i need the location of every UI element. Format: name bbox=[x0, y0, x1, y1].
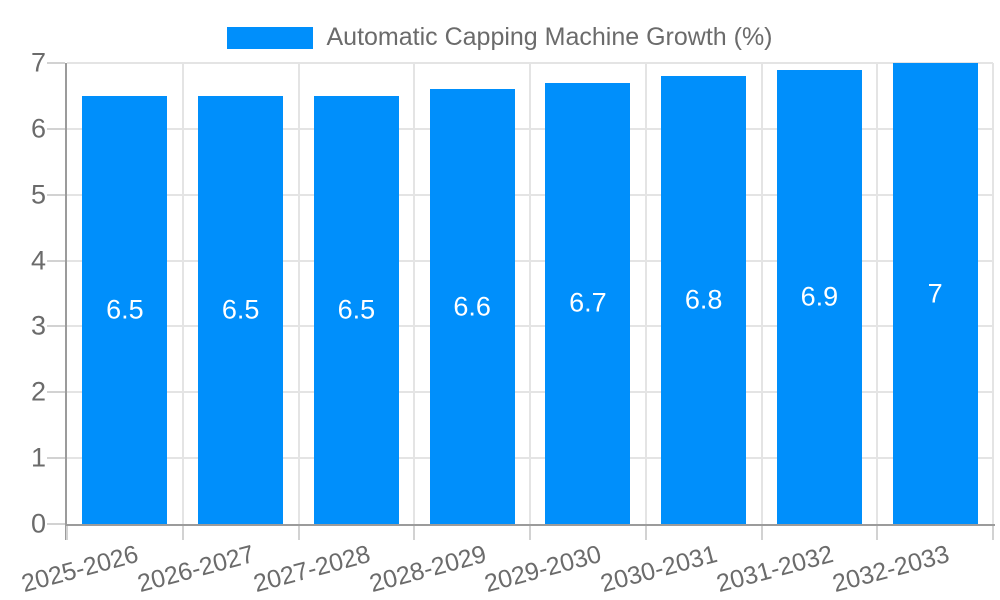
bar-value-label: 6.5 bbox=[106, 294, 144, 325]
gridline-vertical bbox=[876, 63, 879, 524]
bar[interactable]: 6.8 bbox=[661, 76, 747, 524]
x-axis-tick bbox=[760, 526, 763, 540]
y-axis-tick-label: 4 bbox=[30, 245, 46, 276]
y-axis-tick bbox=[47, 259, 65, 262]
gridline-vertical bbox=[992, 63, 994, 524]
plot-area: 0 1 2 3 4 5 6 7 6.5 2025-2026 6.5 2026-2027 6.5 2027-… bbox=[19, 49, 995, 598]
y-axis-tick-label: 6 bbox=[30, 113, 46, 144]
x-axis-label: 2030-2031 bbox=[597, 540, 721, 599]
y-axis-tick-label: 5 bbox=[30, 179, 46, 210]
x-axis-tick bbox=[529, 526, 531, 540]
y-axis-tick bbox=[47, 325, 65, 328]
x-axis-label: 2028-2029 bbox=[366, 540, 489, 599]
gridline-vertical bbox=[297, 63, 300, 524]
x-axis-tick bbox=[297, 526, 300, 540]
gridline-vertical bbox=[181, 63, 184, 524]
y-axis-tick-label: 2 bbox=[30, 376, 46, 407]
x-axis-tick bbox=[992, 526, 994, 540]
bar[interactable]: 6.6 bbox=[429, 89, 515, 524]
y-axis-tick bbox=[47, 457, 65, 460]
chart-title: Automatic Capping Machine Growth (%) bbox=[326, 23, 773, 51]
x-axis-tick bbox=[66, 526, 68, 540]
bar[interactable]: 6.9 bbox=[776, 69, 862, 524]
y-axis-tick bbox=[47, 62, 65, 64]
y-axis-tick-label: 1 bbox=[30, 442, 46, 473]
x-axis-label: 2027-2028 bbox=[250, 540, 374, 599]
bar[interactable]: 6.7 bbox=[545, 82, 631, 524]
bar-value-label: 6.9 bbox=[800, 281, 839, 312]
bar-value-label: 6.7 bbox=[569, 287, 607, 318]
y-axis-tick-label: 7 bbox=[30, 47, 46, 78]
y-axis-tick bbox=[47, 193, 65, 196]
gridline-vertical bbox=[644, 63, 647, 524]
bar-value-label: 6.5 bbox=[337, 294, 376, 325]
x-axis-label: 2031-2032 bbox=[713, 540, 837, 599]
bar-value-label: 6.5 bbox=[221, 294, 260, 325]
y-axis-tick bbox=[47, 391, 65, 394]
x-axis-label: 2025-2026 bbox=[18, 540, 142, 599]
y-axis-tick bbox=[47, 127, 65, 130]
x-axis-line bbox=[65, 524, 995, 526]
bar[interactable]: 7 bbox=[892, 63, 978, 524]
legend-swatch-icon bbox=[227, 26, 314, 49]
x-axis-label: 2032-2033 bbox=[829, 540, 952, 599]
bar[interactable]: 6.5 bbox=[198, 95, 284, 524]
gridline-vertical bbox=[760, 63, 763, 524]
bar-value-label: 6.6 bbox=[453, 291, 491, 322]
y-axis-tick bbox=[47, 523, 65, 525]
bar-value-label: 6.8 bbox=[684, 284, 723, 315]
x-axis-tick bbox=[876, 526, 879, 540]
bar-value-label: 7 bbox=[927, 278, 943, 308]
x-axis-label: 2026-2027 bbox=[134, 540, 258, 599]
bar[interactable]: 6.5 bbox=[82, 95, 168, 524]
x-axis-tick bbox=[413, 526, 416, 540]
legend-item[interactable]: Automatic Capping Machine Growth (%) bbox=[227, 23, 773, 52]
x-axis-tick bbox=[644, 526, 647, 540]
x-axis-label: 2029-2030 bbox=[481, 540, 605, 599]
gridline-vertical bbox=[529, 63, 531, 524]
chart-legend: Automatic Capping Machine Growth (%) bbox=[0, 23, 1000, 52]
gridline-vertical bbox=[413, 63, 416, 524]
y-axis-line bbox=[65, 63, 67, 540]
y-axis-tick-label: 3 bbox=[30, 310, 46, 341]
x-axis-tick bbox=[181, 526, 184, 540]
y-axis-tick-label: 0 bbox=[30, 508, 46, 539]
bar[interactable]: 6.5 bbox=[313, 95, 399, 524]
